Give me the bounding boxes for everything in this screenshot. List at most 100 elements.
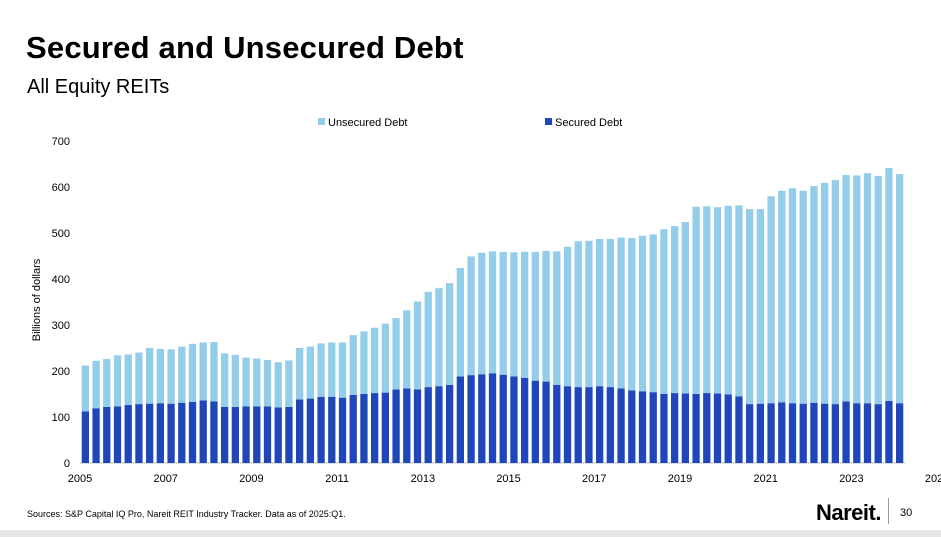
unsecured-debt-bar xyxy=(542,250,550,382)
unsecured-debt-bar xyxy=(553,251,561,385)
unsecured-debt-bar xyxy=(574,241,582,388)
secured-debt-bar xyxy=(874,404,882,463)
unsecured-debt-bar xyxy=(735,205,743,397)
secured-debt-bar xyxy=(167,403,175,463)
logo-divider xyxy=(888,498,889,524)
secured-debt-bar xyxy=(456,376,464,463)
secured-debt-bar xyxy=(853,403,861,463)
secured-debt-bar xyxy=(606,387,614,463)
y-tick-label: 400 xyxy=(52,274,70,286)
unsecured-debt-bar xyxy=(681,221,689,394)
unsecured-debt-bar xyxy=(596,238,604,387)
secured-debt-bar xyxy=(703,393,711,463)
secured-debt-bar xyxy=(188,401,197,463)
secured-debt-bar xyxy=(92,408,100,463)
secured-debt-bar xyxy=(231,406,239,463)
secured-debt-bar xyxy=(713,393,722,463)
secured-debt-bar xyxy=(306,398,314,463)
secured-debt-bar xyxy=(788,403,797,463)
secured-debt-bar xyxy=(531,380,539,463)
unsecured-debt-bar xyxy=(413,301,422,390)
unsecured-debt-bar xyxy=(285,360,293,407)
unsecured-debt-bar xyxy=(606,238,614,388)
y-tick-label: 0 xyxy=(64,458,70,470)
page-subtitle: All Equity REITs xyxy=(27,76,170,98)
secured-debt-bar xyxy=(799,403,807,463)
secured-debt-bar xyxy=(424,387,432,463)
secured-debt-bar xyxy=(542,381,550,463)
unsecured-debt-bar xyxy=(92,360,100,409)
unsecured-debt-bar xyxy=(456,267,464,377)
unsecured-debt-bar xyxy=(842,175,850,402)
secured-debt-bar xyxy=(596,386,604,463)
unsecured-debt-bar xyxy=(296,348,304,400)
x-tick-label: 2019 xyxy=(668,473,692,485)
legend-label: Unsecured Debt xyxy=(328,117,408,129)
unsecured-debt-bar xyxy=(435,288,443,387)
secured-debt-bar xyxy=(746,404,754,463)
y-tick-label: 200 xyxy=(52,366,70,378)
secured-debt-bar xyxy=(381,392,389,463)
secured-debt-bar xyxy=(178,402,186,463)
unsecured-debt-bar xyxy=(788,188,797,404)
secured-debt-bar xyxy=(896,403,904,463)
secured-debt-bar xyxy=(210,401,218,463)
y-tick-label: 300 xyxy=(52,320,70,332)
x-tick-label: 2017 xyxy=(582,473,606,485)
unsecured-debt-bar xyxy=(467,256,475,376)
unsecured-debt-bar xyxy=(563,246,572,387)
unsecured-debt-bar xyxy=(831,180,839,405)
unsecured-debt-bar xyxy=(178,346,186,403)
x-tick-label: 2025 xyxy=(925,473,941,485)
unsecured-debt-bar xyxy=(724,205,732,395)
unsecured-debt-bar xyxy=(874,175,882,405)
unsecured-debt-bar xyxy=(478,252,486,375)
secured-debt-bar xyxy=(638,391,647,463)
secured-debt-bar xyxy=(81,411,89,463)
unsecured-debt-bar xyxy=(392,318,400,390)
legend: Unsecured Debt Secured Debt xyxy=(318,117,622,129)
secured-debt-bar xyxy=(221,406,229,463)
secured-debt-bar xyxy=(756,403,764,463)
nareit-logo: Nareit. xyxy=(816,500,881,525)
secured-debt-bar xyxy=(649,392,657,463)
unsecured-debt-bar xyxy=(488,251,497,374)
secured-debt-bar xyxy=(263,406,272,463)
unsecured-debt-bar xyxy=(896,174,904,404)
secured-debt-bar xyxy=(499,374,507,463)
secured-debt-bar xyxy=(413,389,422,463)
secured-debt-bar xyxy=(510,376,518,463)
unsecured-debt-bar xyxy=(810,186,818,403)
secured-debt-bar xyxy=(199,400,207,463)
secured-debt-bar xyxy=(103,406,111,463)
page-title: Secured and Unsecured Debt xyxy=(26,30,464,65)
unsecured-debt-bar xyxy=(221,353,229,407)
bottom-band xyxy=(0,530,941,537)
secured-debt-bar xyxy=(146,403,154,463)
unsecured-debt-bar xyxy=(124,354,132,406)
unsecured-debt-bar xyxy=(671,226,679,394)
x-tick-label: 2009 xyxy=(239,473,263,485)
secured-debt-bar xyxy=(585,387,593,463)
x-tick-label: 2011 xyxy=(325,473,349,485)
secured-debt-bar xyxy=(767,403,775,463)
unsecured-debt-bar xyxy=(424,291,432,388)
secured-debt-bar xyxy=(831,404,839,463)
unsecured-debt-bar xyxy=(81,365,89,412)
secured-debt-bar xyxy=(574,387,582,463)
secured-debt-bar xyxy=(349,394,357,463)
unsecured-debt-bar xyxy=(146,348,154,404)
secured-debt-bar xyxy=(778,402,786,463)
secured-debt-bar xyxy=(810,402,818,463)
secured-debt-bar xyxy=(274,407,282,463)
legend-swatch xyxy=(545,118,552,125)
secured-debt-bar xyxy=(156,403,164,463)
x-tick-label: 2023 xyxy=(839,473,863,485)
unsecured-debt-bar xyxy=(210,342,218,402)
unsecured-debt-bar xyxy=(510,252,518,377)
secured-debt-bar xyxy=(488,373,497,463)
unsecured-debt-bar xyxy=(338,342,347,398)
x-tick-label: 2007 xyxy=(153,473,177,485)
